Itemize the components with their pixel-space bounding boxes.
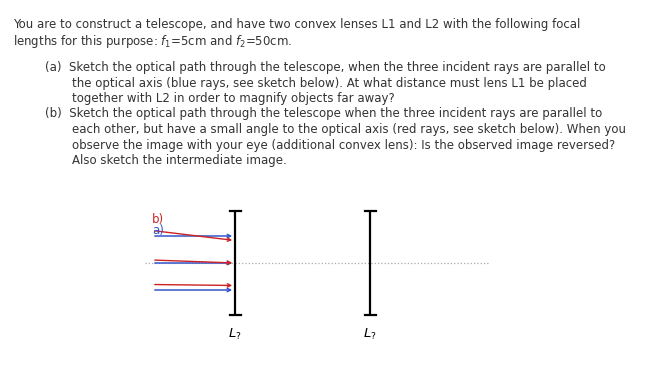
Text: You are to construct a telescope, and have two convex lenses L1 and L2 with the : You are to construct a telescope, and ha…	[13, 18, 580, 31]
Text: (a)  Sketch the optical path through the telescope, when the three incident rays: (a) Sketch the optical path through the …	[45, 61, 606, 74]
Text: b): b)	[152, 213, 164, 226]
Text: lengths for this purpose: $f_1$=5cm and $f_2$=50cm.: lengths for this purpose: $f_1$=5cm and …	[13, 34, 292, 51]
Text: $L_?$: $L_?$	[363, 327, 376, 342]
Text: observe the image with your eye (additional convex lens): Is the observed image : observe the image with your eye (additio…	[72, 138, 616, 152]
Text: each other, but have a small angle to the optical axis (red rays, see sketch bel: each other, but have a small angle to th…	[72, 123, 626, 136]
Text: a): a)	[152, 224, 164, 237]
Text: Also sketch the intermediate image.: Also sketch the intermediate image.	[72, 154, 287, 167]
Text: the optical axis (blue rays, see sketch below). At what distance must lens L1 be: the optical axis (blue rays, see sketch …	[72, 76, 587, 90]
Text: together with L2 in order to magnify objects far away?: together with L2 in order to magnify obj…	[72, 92, 395, 105]
Text: $L_?$: $L_?$	[228, 327, 242, 342]
Text: (b)  Sketch the optical path through the telescope when the three incident rays : (b) Sketch the optical path through the …	[45, 107, 602, 121]
